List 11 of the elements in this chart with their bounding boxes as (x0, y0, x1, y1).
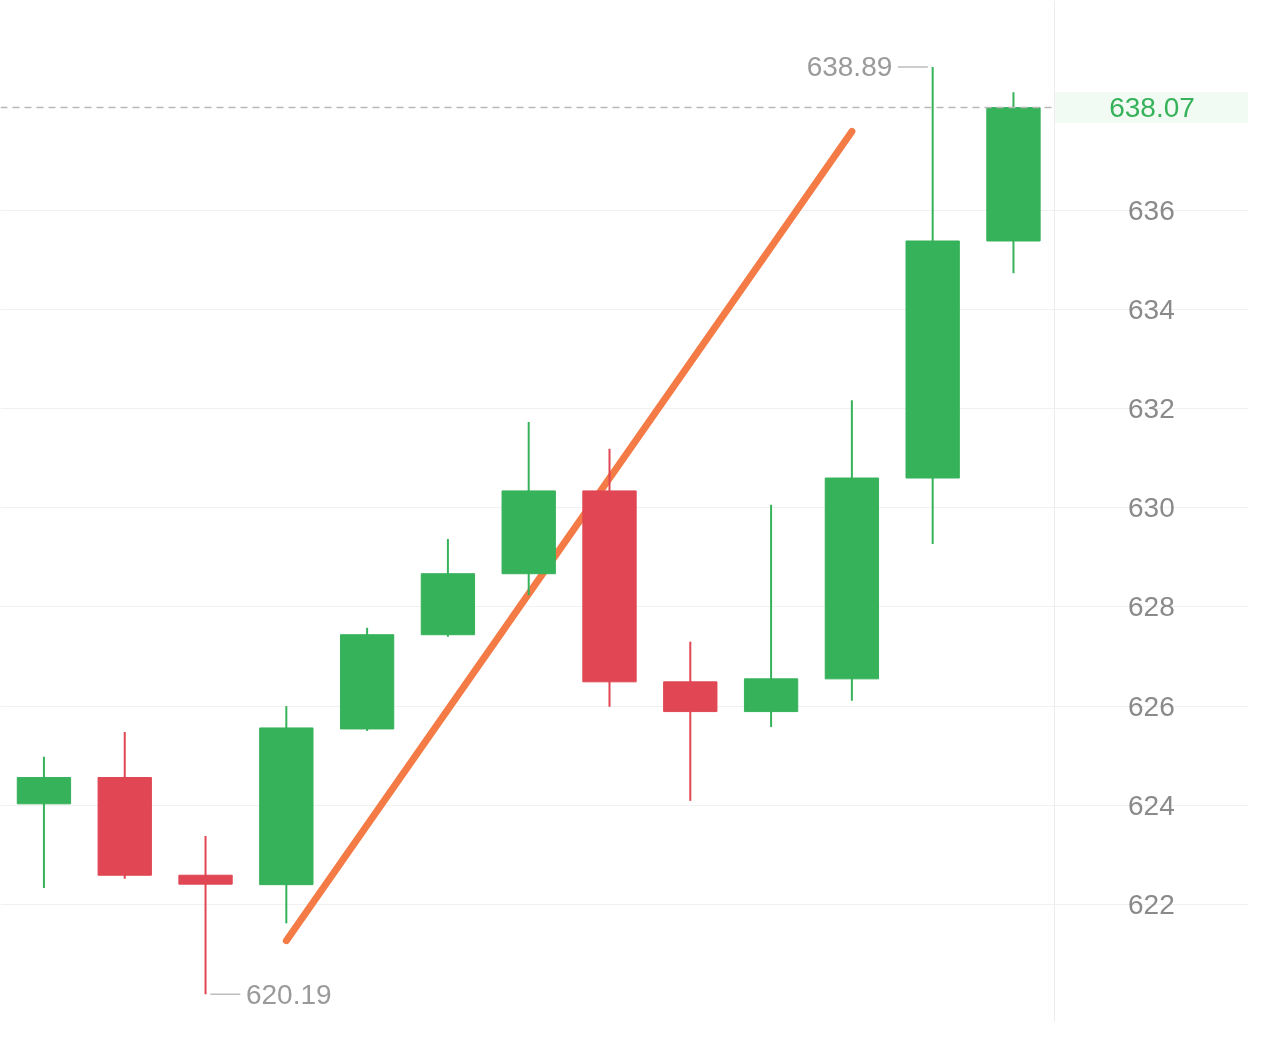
ref-line-label: 638.07 (1109, 92, 1195, 124)
y-tick-label: 630 (1128, 492, 1175, 524)
annotation: 620.19 (245, 978, 332, 1010)
annotation: 638.89 (806, 51, 893, 83)
y-tick-label: 622 (1128, 888, 1175, 920)
y-tick-label: 626 (1128, 690, 1175, 722)
y-tick-label: 636 (1128, 194, 1175, 226)
y-tick-label: 624 (1128, 789, 1175, 821)
y-tick-label: 632 (1128, 393, 1175, 425)
y-tick-label: 628 (1128, 591, 1175, 623)
y-tick-label: 634 (1128, 293, 1175, 325)
